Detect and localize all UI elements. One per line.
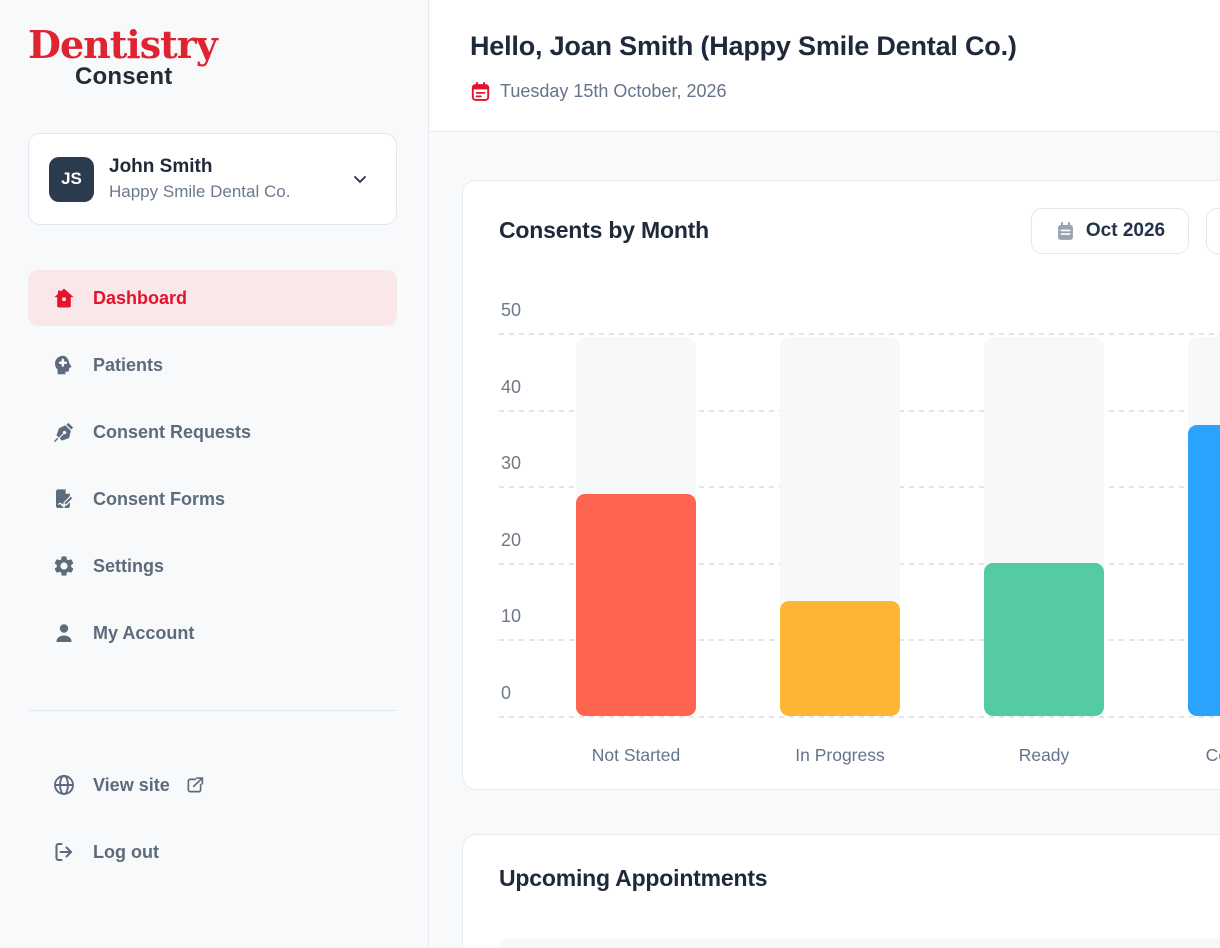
secondary-period-button[interactable] (1206, 208, 1220, 254)
upcoming-appointments-card: Upcoming Appointments (462, 834, 1220, 948)
sidebar-item-consent-forms[interactable]: Consent Forms (28, 471, 397, 527)
brand-logo: Dentistry Consent (28, 24, 228, 90)
y-axis-tick: 20 (501, 529, 522, 550)
y-axis-tick: 30 (501, 453, 522, 474)
person-icon (52, 621, 76, 645)
page-header: Hello, Joan Smith (Happy Smile Dental Co… (430, 0, 1220, 132)
calendar-icon (1055, 221, 1076, 242)
sidebar-item-label: Settings (93, 555, 165, 576)
gear-icon (52, 554, 76, 578)
bar-chart: 0 10 20 30 40 50 Not Started In Progress Ready Co… (499, 300, 1220, 771)
sidebar-item-label: My Account (93, 622, 195, 643)
sidebar-item-label: Dashboard (93, 287, 188, 308)
current-date: Tuesday 15th October, 2026 (470, 81, 727, 102)
main-content: Hello, Joan Smith (Happy Smile Dental Co… (430, 0, 1220, 948)
sidebar-item-label: Consent Forms (93, 488, 226, 509)
y-axis-tick: 40 (501, 376, 522, 397)
gridline (499, 333, 1220, 335)
sidebar-item-patients[interactable]: Patients (28, 337, 397, 393)
brand-logo-line1: Dentistry (28, 22, 218, 67)
avatar: JS (49, 156, 94, 202)
document-pen-icon (52, 487, 76, 511)
log-out-button[interactable]: Log out (28, 825, 397, 879)
sidebar-item-dashboard[interactable]: Dashboard (28, 270, 397, 326)
x-axis-label: Completed (1205, 745, 1220, 765)
patient-head-icon (52, 353, 76, 377)
calendar-icon (470, 81, 491, 102)
x-axis-label: Ready (1018, 745, 1070, 765)
view-site-label: View site (93, 774, 170, 795)
bar-ready[interactable] (984, 563, 1104, 716)
consents-by-month-card: Consents by Month Oct 2026 0 10 20 30 40 50 No… (462, 180, 1220, 790)
x-axis-label: Not Started (591, 745, 681, 765)
bar-not-started[interactable] (576, 494, 696, 716)
sidebar-item-label: Consent Requests (93, 421, 252, 442)
bar-completed[interactable] (1188, 425, 1220, 716)
bar-in-progress[interactable] (780, 601, 900, 716)
y-axis-tick: 10 (501, 606, 522, 627)
log-out-label: Log out (93, 841, 159, 862)
pen-nib-icon (52, 420, 76, 444)
user-name: John Smith (109, 156, 213, 177)
brand-logo-line2: Consent (75, 63, 173, 90)
appointments-table-header (499, 938, 1220, 948)
month-selector-button[interactable]: Oct 2026 (1031, 208, 1189, 254)
external-link-icon (184, 775, 205, 796)
date-text: Tuesday 15th October, 2026 (500, 81, 727, 101)
gridline (499, 716, 1220, 718)
month-selector-label: Oct 2026 (1085, 220, 1166, 241)
user-account-switcher[interactable]: JS John Smith Happy Smile Dental Co. (28, 133, 397, 225)
sidebar: Dentistry Consent JS John Smith Happy Sm… (0, 0, 429, 948)
chevron-down-icon (350, 169, 370, 189)
sidebar-divider (28, 710, 397, 711)
sidebar-item-label: Patients (93, 354, 164, 375)
y-axis-tick: 0 (501, 683, 512, 703)
user-company: Happy Smile Dental Co. (109, 182, 291, 201)
sidebar-item-consent-requests[interactable]: Consent Requests (28, 404, 397, 460)
chart-card-title: Consents by Month (499, 217, 709, 243)
sidebar-item-my-account[interactable]: My Account (28, 605, 397, 661)
y-axis-tick: 50 (501, 300, 522, 320)
appointments-card-title: Upcoming Appointments (499, 865, 768, 891)
page-title: Hello, Joan Smith (Happy Smile Dental Co… (470, 31, 1017, 61)
sidebar-footer: View site Log out (28, 758, 397, 892)
x-axis-label: In Progress (795, 745, 885, 765)
view-site-link[interactable]: View site (28, 758, 397, 812)
sidebar-item-settings[interactable]: Settings (28, 538, 397, 594)
logout-icon (52, 840, 76, 864)
globe-icon (52, 773, 76, 797)
home-icon (52, 286, 76, 310)
sidebar-nav: Dashboard Patients Consent Requests Cons… (28, 270, 397, 672)
